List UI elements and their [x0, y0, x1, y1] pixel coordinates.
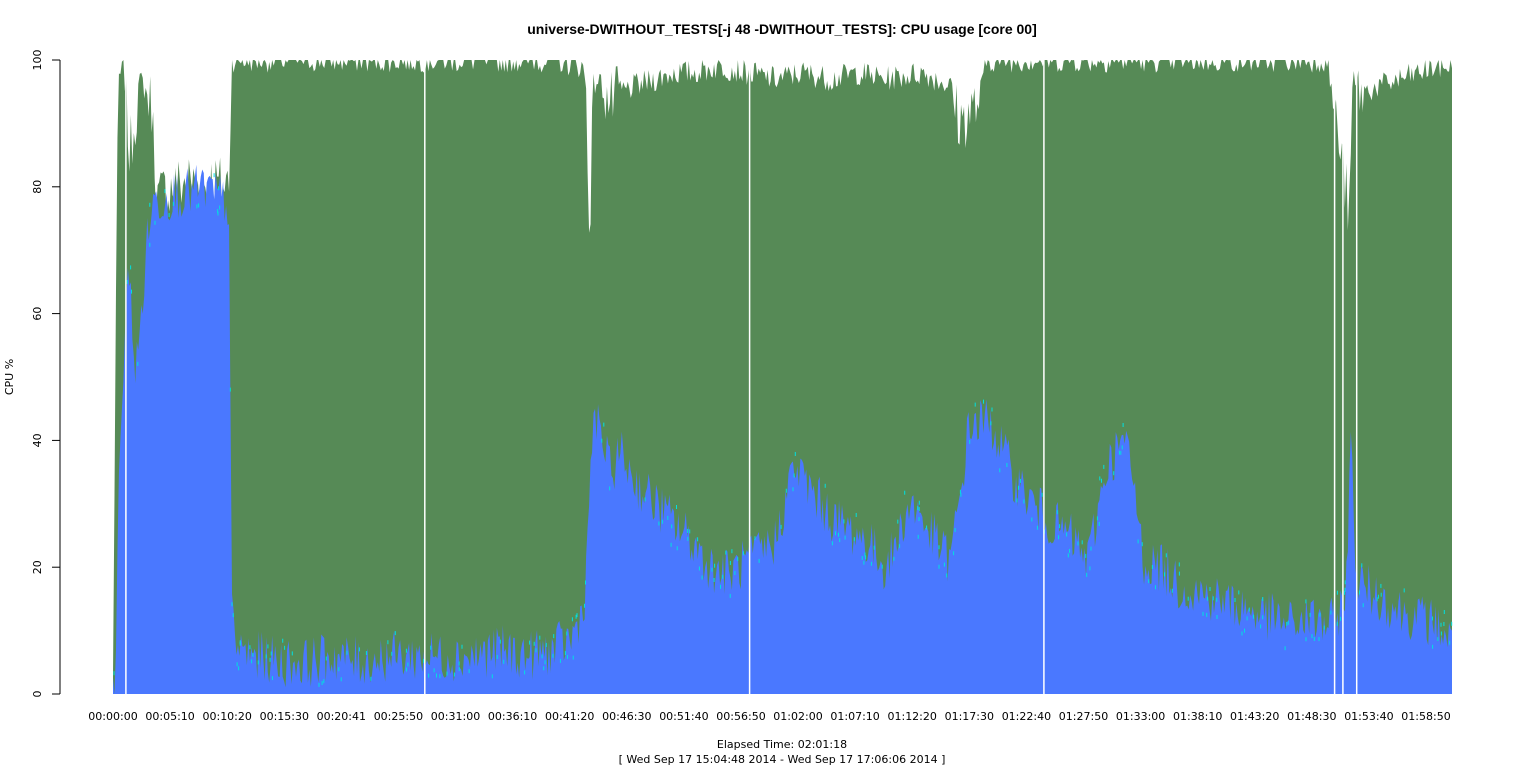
y-axis: 0 20 40 60 80 100 — [31, 50, 61, 698]
plot-area — [113, 60, 1453, 695]
x-tick-label: 00:36:10 — [488, 710, 537, 723]
y-tick-label: 20 — [31, 560, 44, 574]
x-tick-label: 01:02:00 — [773, 710, 822, 723]
x-tick-label: 01:43:20 — [1230, 710, 1279, 723]
x-tick-label: 00:00:00 — [88, 710, 137, 723]
y-tick-label: 0 — [31, 691, 44, 698]
x-axis-label: Elapsed Time: 02:01:18 — [717, 738, 847, 751]
series-area-user — [113, 164, 1452, 695]
x-axis: 00:00:00 00:05:10 00:10:20 00:15:30 00:20:41… — [88, 710, 1450, 723]
chart-title: universe-DWITHOUT_TESTS[-j 48 -DWITHOUT_… — [527, 21, 1037, 37]
y-tick-label: 100 — [31, 50, 44, 71]
x-tick-label: 01:58:50 — [1401, 710, 1450, 723]
x-tick-label: 00:51:40 — [659, 710, 708, 723]
y-tick-label: 80 — [31, 180, 44, 194]
x-tick-label: 01:38:10 — [1173, 710, 1222, 723]
x-tick-label: 01:22:40 — [1002, 710, 1051, 723]
x-tick-label: 00:31:00 — [431, 710, 480, 723]
x-tick-label: 01:27:50 — [1059, 710, 1108, 723]
y-tick-label: 60 — [31, 307, 44, 321]
x-tick-label: 00:15:30 — [260, 710, 309, 723]
x-tick-label: 01:33:00 — [1116, 710, 1165, 723]
user-spike-marks — [113, 173, 1453, 687]
x-tick-label: 01:53:40 — [1344, 710, 1393, 723]
x-tick-label: 00:05:10 — [145, 710, 194, 723]
x-tick-label: 01:07:10 — [830, 710, 879, 723]
x-tick-label: 00:10:20 — [202, 710, 251, 723]
x-tick-label: 00:56:50 — [716, 710, 765, 723]
y-tick-label: 40 — [31, 433, 44, 447]
x-tick-label: 00:20:41 — [317, 710, 366, 723]
x-tick-label: 01:48:30 — [1287, 710, 1336, 723]
x-tick-label: 01:17:30 — [945, 710, 994, 723]
x-tick-label: 00:41:20 — [545, 710, 594, 723]
x-tick-label: 00:25:50 — [374, 710, 423, 723]
y-axis-label: CPU % — [3, 359, 16, 395]
x-tick-label: 01:12:20 — [887, 710, 936, 723]
x-tick-label: 00:46:30 — [602, 710, 651, 723]
x-axis-sublabel: [ Wed Sep 17 15:04:48 2014 - Wed Sep 17 … — [619, 753, 946, 766]
